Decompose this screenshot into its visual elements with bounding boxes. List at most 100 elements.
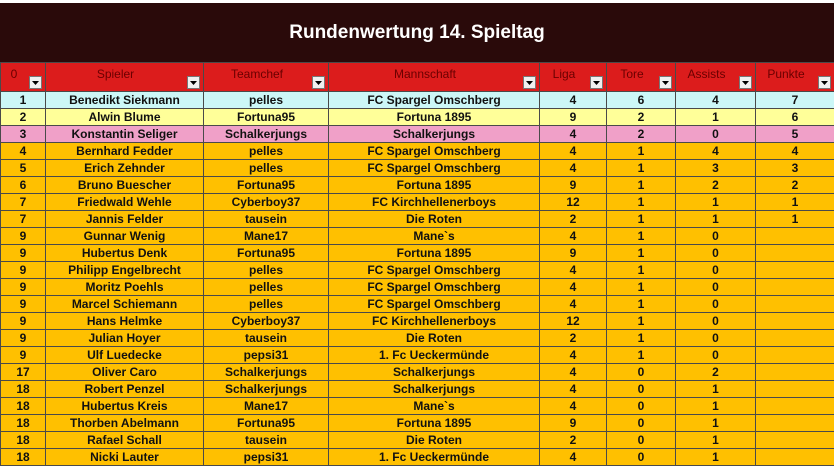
cell-rank[interactable]: 7 [0, 193, 46, 211]
cell-team[interactable]: Schalkerjungs [328, 380, 540, 398]
cell-rank[interactable]: 9 [0, 227, 46, 245]
cell-punkte[interactable]: 7 [755, 91, 834, 109]
cell-teamchef[interactable]: Fortuna95 [203, 176, 329, 194]
cell-team[interactable]: Fortuna 1895 [328, 176, 540, 194]
cell-teamchef[interactable]: Schalkerjungs [203, 380, 329, 398]
cell-rank[interactable]: 9 [0, 312, 46, 330]
cell-player[interactable]: Hubertus Kreis [45, 397, 204, 415]
cell-rank[interactable]: 6 [0, 176, 46, 194]
cell-assists[interactable]: 0 [675, 125, 756, 143]
cell-team[interactable]: Die Roten [328, 329, 540, 347]
cell-rank[interactable]: 18 [0, 397, 46, 415]
cell-liga[interactable]: 4 [539, 278, 607, 296]
cell-player[interactable]: Nicki Lauter [45, 448, 204, 466]
table-row[interactable]: 18 Robert Penzel Schalkerjungs Schalkerjung… [0, 380, 834, 398]
cell-punkte[interactable]: 1 [755, 210, 834, 228]
table-row[interactable]: 9 Julian Hoyer tausein Die Roten 2 1 0 [0, 329, 834, 347]
cell-teamchef[interactable]: Cyberboy37 [203, 312, 329, 330]
filter-dropdown-button[interactable] [312, 76, 325, 89]
cell-team[interactable]: 1. Fc Ueckermünde [328, 346, 540, 364]
cell-tore[interactable]: 1 [606, 210, 676, 228]
cell-punkte[interactable]: 4 [755, 142, 834, 160]
cell-tore[interactable]: 1 [606, 312, 676, 330]
cell-tore[interactable]: 1 [606, 295, 676, 313]
cell-rank[interactable]: 9 [0, 261, 46, 279]
cell-liga[interactable]: 4 [539, 159, 607, 177]
cell-tore[interactable]: 0 [606, 448, 676, 466]
cell-teamchef[interactable]: Mane17 [203, 227, 329, 245]
cell-assists[interactable]: 1 [675, 193, 756, 211]
cell-teamchef[interactable]: pelles [203, 261, 329, 279]
table-row[interactable]: 1 Benedikt Siekmann pelles FC Spargel Omsch… [0, 91, 834, 109]
cell-liga[interactable]: 4 [539, 346, 607, 364]
cell-player[interactable]: Julian Hoyer [45, 329, 204, 347]
cell-tore[interactable]: 1 [606, 244, 676, 262]
cell-liga[interactable]: 4 [539, 227, 607, 245]
cell-teamchef[interactable]: pelles [203, 91, 329, 109]
cell-player[interactable]: Ulf Luedecke [45, 346, 204, 364]
cell-liga[interactable]: 4 [539, 125, 607, 143]
filter-dropdown-button[interactable] [29, 76, 42, 89]
cell-team[interactable]: FC Kirchhellenerboys [328, 193, 540, 211]
cell-punkte[interactable]: 5 [755, 125, 834, 143]
cell-team[interactable]: FC Spargel Omschberg [328, 295, 540, 313]
cell-rank[interactable]: 18 [0, 448, 46, 466]
cell-tore[interactable]: 1 [606, 176, 676, 194]
filter-dropdown-button[interactable] [818, 76, 831, 89]
table-row[interactable]: 7 Jannis Felder tausein Die Roten 2 1 1 1 [0, 210, 834, 228]
cell-assists[interactable]: 0 [675, 244, 756, 262]
cell-teamchef[interactable]: pepsi31 [203, 346, 329, 364]
cell-liga[interactable]: 4 [539, 91, 607, 109]
cell-liga[interactable]: 12 [539, 193, 607, 211]
table-row[interactable]: 9 Ulf Luedecke pepsi31 1. Fc Ueckermünde 4 1 0 [0, 346, 834, 364]
cell-player[interactable]: Gunnar Wenig [45, 227, 204, 245]
cell-liga[interactable]: 9 [539, 244, 607, 262]
cell-punkte[interactable] [755, 363, 834, 381]
cell-liga[interactable]: 2 [539, 431, 607, 449]
cell-liga[interactable]: 4 [539, 397, 607, 415]
cell-team[interactable]: FC Kirchhellenerboys [328, 312, 540, 330]
cell-player[interactable]: Jannis Felder [45, 210, 204, 228]
cell-tore[interactable]: 1 [606, 278, 676, 296]
cell-punkte[interactable] [755, 448, 834, 466]
cell-team[interactable]: Mane`s [328, 227, 540, 245]
cell-tore[interactable]: 0 [606, 397, 676, 415]
cell-teamchef[interactable]: Mane17 [203, 397, 329, 415]
table-row[interactable]: 7 Friedwald Wehle Cyberboy37 FC Kirchhellen… [0, 193, 834, 211]
table-row[interactable]: 9 Hubertus Denk Fortuna95 Fortuna 1895 9 1 0 [0, 244, 834, 262]
cell-punkte[interactable]: 1 [755, 193, 834, 211]
cell-liga[interactable]: 2 [539, 329, 607, 347]
cell-player[interactable]: Marcel Schiemann [45, 295, 204, 313]
cell-assists[interactable]: 0 [675, 261, 756, 279]
cell-rank[interactable]: 3 [0, 125, 46, 143]
table-row[interactable]: 18 Rafael Schall tausein Die Roten 2 0 1 [0, 431, 834, 449]
cell-teamchef[interactable]: tausein [203, 210, 329, 228]
cell-rank[interactable]: 7 [0, 210, 46, 228]
cell-teamchef[interactable]: pelles [203, 159, 329, 177]
cell-team[interactable]: Mane`s [328, 397, 540, 415]
cell-rank[interactable]: 18 [0, 431, 46, 449]
cell-team[interactable]: FC Spargel Omschberg [328, 142, 540, 160]
cell-liga[interactable]: 4 [539, 363, 607, 381]
table-row[interactable]: 17 Oliver Caro Schalkerjungs Schalkerjungs 4… [0, 363, 834, 381]
filter-dropdown-button[interactable] [187, 76, 200, 89]
cell-liga[interactable]: 12 [539, 312, 607, 330]
cell-teamchef[interactable]: Fortuna95 [203, 108, 329, 126]
cell-liga[interactable]: 4 [539, 448, 607, 466]
cell-tore[interactable]: 1 [606, 193, 676, 211]
cell-assists[interactable]: 1 [675, 108, 756, 126]
cell-punkte[interactable]: 2 [755, 176, 834, 194]
cell-assists[interactable]: 0 [675, 295, 756, 313]
table-row[interactable]: 3 Konstantin Seliger Schalkerjungs Schalker… [0, 125, 834, 143]
cell-player[interactable]: Philipp Engelbrecht [45, 261, 204, 279]
cell-tore[interactable]: 1 [606, 159, 676, 177]
cell-punkte[interactable] [755, 431, 834, 449]
cell-team[interactable]: Die Roten [328, 431, 540, 449]
cell-tore[interactable]: 1 [606, 227, 676, 245]
cell-player[interactable]: Moritz Poehls [45, 278, 204, 296]
cell-tore[interactable]: 2 [606, 125, 676, 143]
cell-teamchef[interactable]: pepsi31 [203, 448, 329, 466]
cell-teamchef[interactable]: tausein [203, 431, 329, 449]
cell-rank[interactable]: 9 [0, 244, 46, 262]
table-row[interactable]: 18 Thorben Abelmann Fortuna95 Fortuna 1895 9… [0, 414, 834, 432]
